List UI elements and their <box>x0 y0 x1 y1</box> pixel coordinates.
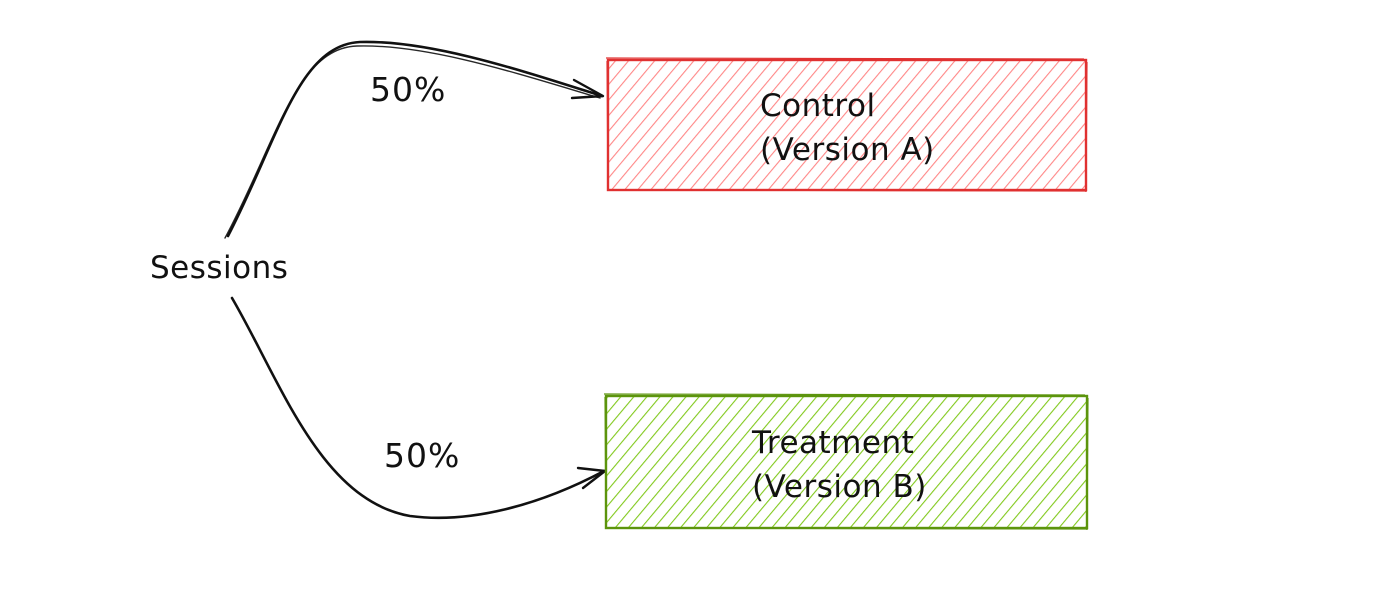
treatment-title: Treatment <box>752 425 915 461</box>
control-title: Control <box>760 88 876 124</box>
sessions-label: Sessions <box>150 250 289 286</box>
control-split-percentage: 50% <box>370 70 447 109</box>
arrow-to-control <box>224 40 605 239</box>
arrow-to-control-line-sketch <box>224 45 601 239</box>
control-box <box>605 57 1088 193</box>
control-box-label: Control (Version A) <box>760 84 935 172</box>
treatment-box <box>603 393 1089 531</box>
control-subtitle: (Version A) <box>760 132 935 168</box>
treatment-box-border-sketch <box>603 393 1089 531</box>
arrow-to-treatment-line <box>230 296 606 520</box>
treatment-split-percentage: 50% <box>384 436 461 475</box>
arrow-to-control-head-icon <box>570 78 605 100</box>
arrow-to-control-line <box>226 40 604 238</box>
control-box-fill <box>608 60 1086 190</box>
treatment-box-fill <box>606 396 1087 528</box>
treatment-subtitle: (Version B) <box>752 469 927 505</box>
control-box-border-sketch <box>605 57 1088 193</box>
treatment-box-label: Treatment (Version B) <box>752 421 927 509</box>
arrow-to-treatment <box>230 296 607 520</box>
